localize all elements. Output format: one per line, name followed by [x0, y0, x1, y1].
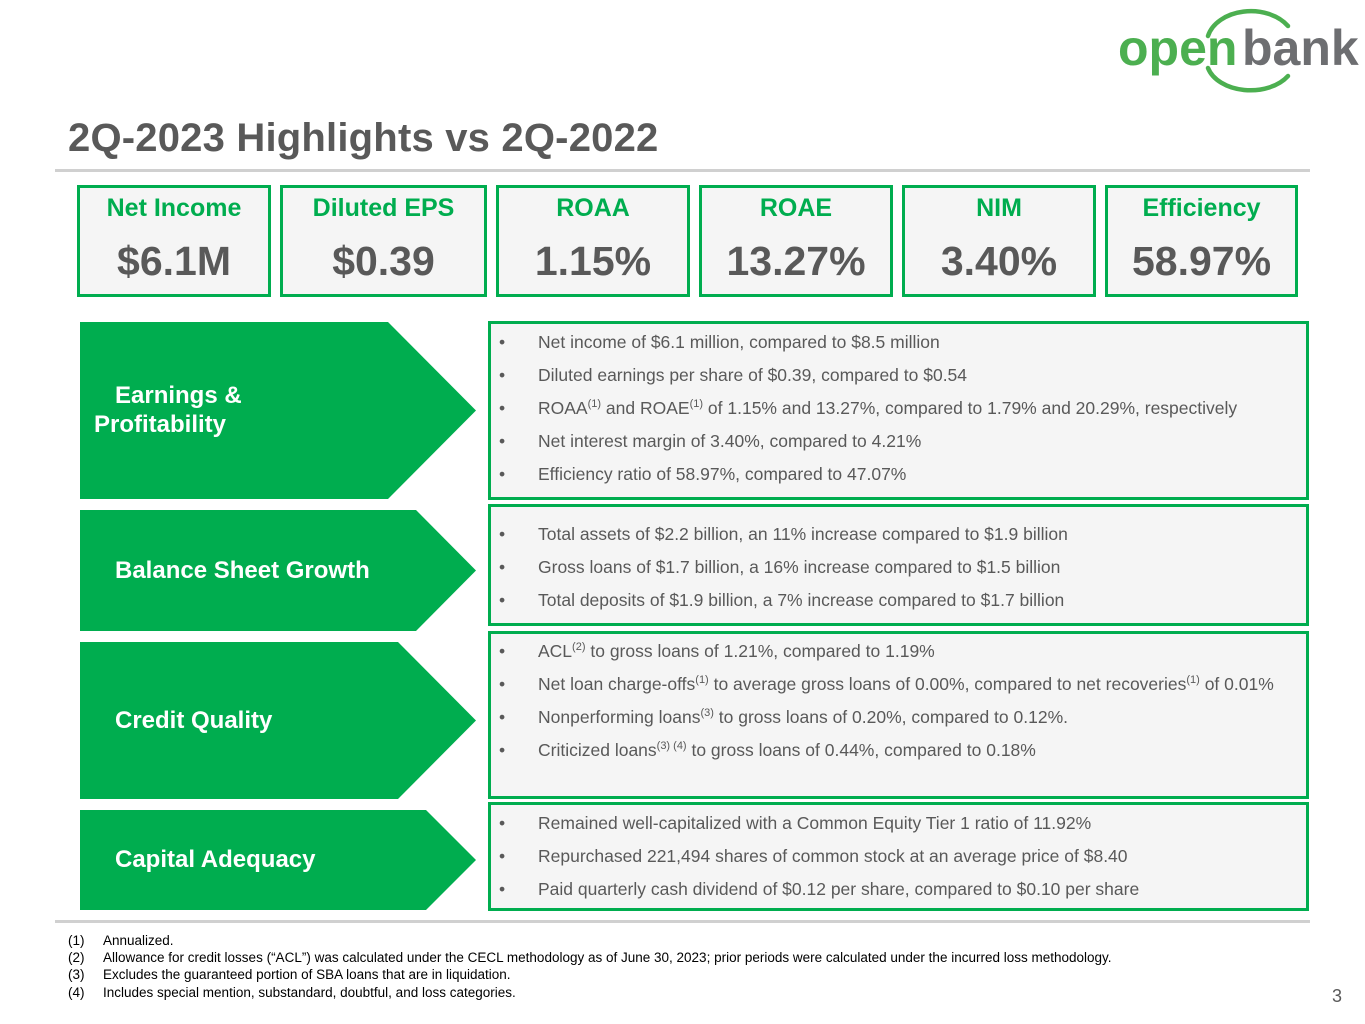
bullet-item: Total deposits of $1.9 billion, a 7% inc…	[491, 590, 1306, 611]
metric-value: 58.97%	[1131, 238, 1272, 284]
metric-value: $0.39	[332, 238, 435, 284]
footnote-ref: (2)	[572, 641, 586, 653]
metric-value: 1.15%	[534, 238, 652, 284]
metric-value: 13.27%	[726, 238, 866, 284]
footnote-ref: (1)	[695, 674, 709, 686]
footnote-item: (4) Includes special mention, substandard…	[68, 984, 516, 1000]
bullet-item: ROAA(1) and ROAE(1) of 1.15% and 13.27%,…	[491, 398, 1306, 419]
section-arrow-earnings-profitability: Earnings & Profitability	[80, 322, 480, 499]
bullet-item: Remained well-capitalized with a Common …	[491, 813, 1306, 834]
metric-card-efficiency: Efficiency 58.97%	[1105, 185, 1298, 297]
metric-card-roaa: ROAA 1.15%	[496, 185, 690, 297]
metric-label: Net Income	[106, 194, 242, 222]
bullet-item: Gross loans of $1.7 billion, a 16% incre…	[491, 557, 1306, 578]
footnote-ref: (1)	[1186, 674, 1200, 686]
bullet-item: Criticized loans(3) (4) to gross loans o…	[491, 740, 1306, 761]
section-label-line-1: Earnings &	[115, 382, 242, 409]
bullet-item: Net interest margin of 3.40%, compared t…	[491, 431, 1306, 452]
section-label: Capital Adequacy	[115, 846, 316, 873]
section-arrow-capital-adequacy: Capital Adequacy	[80, 810, 480, 910]
section-panel-earnings-profitability: Net income of $6.1 million, compared to …	[488, 321, 1309, 500]
logo-word-open: open	[1118, 20, 1237, 76]
metric-card-diluted-eps: Diluted EPS $0.39	[280, 185, 487, 297]
section-label: Credit Quality	[115, 707, 273, 734]
footnote-ref: (3) (4)	[656, 740, 687, 752]
metric-card-nim: NIM 3.40%	[902, 185, 1096, 297]
section-label: Balance Sheet Growth	[115, 557, 370, 584]
chevron-shape	[80, 510, 476, 631]
section-arrow-credit-quality: Credit Quality	[80, 642, 480, 799]
metric-value: 3.40%	[940, 238, 1058, 284]
bullet-item: ACL(2) to gross loans of 1.21%, compared…	[491, 641, 1306, 662]
footnote-item: (1) Annualized.	[68, 933, 174, 948]
bullet-item: Efficiency ratio of 58.97%, compared to …	[491, 464, 1306, 485]
bullet-item: Diluted earnings per share of $0.39, com…	[491, 365, 1306, 386]
bullet-item: Nonperforming loans(3) to gross loans of…	[491, 707, 1306, 728]
footnote-item: (3) Excludes the guaranteed portion of SB…	[68, 967, 511, 983]
openbank-logo-graphic: open bank	[1118, 8, 1359, 93]
metric-label: Diluted EPS	[312, 194, 455, 222]
bullet-item: Paid quarterly cash dividend of $0.12 pe…	[491, 879, 1306, 900]
metric-label: NIM	[976, 194, 1022, 222]
metric-card-roae: ROAE 13.27%	[699, 185, 893, 297]
logo-word-bank: bank	[1242, 20, 1359, 76]
chevron-shape	[80, 322, 476, 499]
chevron-shape	[80, 810, 476, 910]
bullet-item: Repurchased 221,494 shares of common sto…	[491, 846, 1306, 867]
bullet-item: Net loan charge-offs(1) to average gross…	[491, 674, 1306, 695]
section-panel-balance-sheet-growth: Total assets of $2.2 billion, an 11% inc…	[488, 504, 1309, 626]
footnote-ref: (1)	[587, 398, 602, 410]
section-panel-credit-quality: ACL(2) to gross loans of 1.21%, compared…	[488, 631, 1309, 799]
section-panel-capital-adequacy: Remained well-capitalized with a Common …	[488, 802, 1309, 911]
bullet-item: Net income of $6.1 million, compared to …	[491, 332, 1306, 353]
footnote-divider	[55, 920, 1310, 923]
metric-card-net-income: Net Income $6.1M	[77, 185, 271, 297]
chevron-shape	[80, 642, 476, 799]
metric-label: ROAE	[759, 194, 833, 222]
page-number: 3	[1332, 986, 1343, 1006]
metric-value: $6.1M	[117, 238, 231, 284]
footnote-item: (2) Allowance for credit losses (“ACL”) w…	[68, 950, 1112, 966]
footnote-ref: (1)	[689, 398, 704, 410]
title-divider	[55, 169, 1310, 172]
section-arrow-balance-sheet-growth: Balance Sheet Growth	[80, 510, 480, 631]
openbank-logo: open bank	[1112, 4, 1362, 96]
footnotes: (1) Annualized. (2) Allowance for credit l…	[68, 932, 1112, 1001]
section-label: Earnings & Profitability	[94, 381, 242, 439]
section-label-line-2: Profitability	[94, 411, 227, 438]
bullet-item: Total assets of $2.2 billion, an 11% inc…	[491, 524, 1306, 545]
metric-label: ROAA	[556, 194, 630, 222]
page-title: 2Q-2023 Highlights vs 2Q-2022	[68, 116, 659, 160]
metric-label: Efficiency	[1142, 194, 1261, 222]
footnote-ref: (3)	[700, 707, 714, 719]
